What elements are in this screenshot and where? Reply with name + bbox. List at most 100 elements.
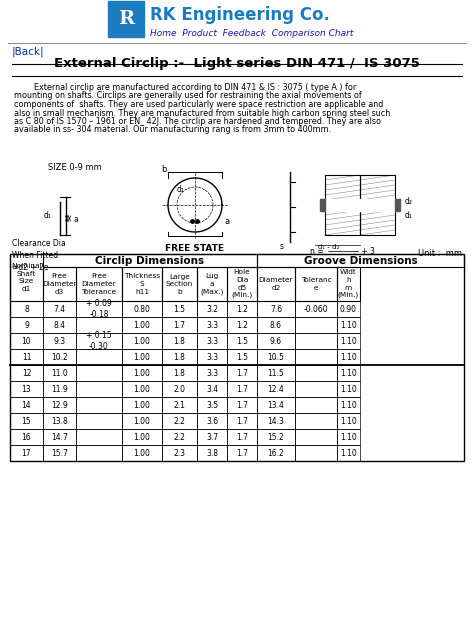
Bar [197,413,227,429]
Text: Free
Diameter
d3: Free Diameter d3 [42,274,77,295]
Text: Diameter
d2: Diameter d2 [259,277,293,291]
Text: Unit :  mm: Unit : mm [418,249,462,258]
Text: 1.2: 1.2 [236,305,248,313]
Text: components of  shafts. They are used particularly were space restriction are app: components of shafts. They are used part… [14,100,383,109]
Bar [162,445,197,461]
Text: 1.5: 1.5 [236,353,248,362]
Text: + 0.15
-0.30: + 0.15 -0.30 [86,331,112,351]
Text: 1.5: 1.5 [236,336,248,346]
Bar [43,349,76,365]
Bar [395,199,400,211]
Text: 3.3: 3.3 [206,336,218,346]
Bar [295,333,337,349]
Bar [257,333,295,349]
Text: 1.10: 1.10 [340,336,357,346]
Text: 16: 16 [22,432,31,442]
Bar [10,397,43,413]
Bar [10,317,43,333]
Text: 14.7: 14.7 [51,432,68,442]
Text: 14.3: 14.3 [267,416,284,425]
Text: Toleranc
e: Toleranc e [301,277,331,291]
Bar [197,381,227,397]
Text: 1.7: 1.7 [236,449,248,458]
Text: 2.1: 2.1 [173,401,185,410]
Bar [76,317,122,333]
Bar [122,365,162,381]
Text: d₁ - d₂: d₁ - d₂ [318,244,339,250]
Text: R: R [118,10,134,28]
Text: 2.2: 2.2 [173,416,185,425]
Bar [76,445,122,461]
Bar [337,365,360,381]
Bar [43,397,76,413]
Text: 1.10: 1.10 [340,368,357,377]
Bar [162,381,197,397]
Bar [162,333,197,349]
Text: 1.7: 1.7 [236,368,248,377]
Bar [162,413,197,429]
Bar [122,349,162,365]
Text: Free
Diameter
Tolerance: Free Diameter Tolerance [82,274,117,295]
Text: 1.10: 1.10 [340,416,357,425]
Text: 1.7: 1.7 [236,432,248,442]
Text: Circlip Dimensions: Circlip Dimensions [95,255,205,265]
Bar [325,199,395,211]
Bar [257,381,295,397]
Bar [337,429,360,445]
Bar [295,429,337,445]
Text: 1.8: 1.8 [173,336,185,346]
Text: RK Engineering Co.: RK Engineering Co. [150,6,330,24]
Text: FREE STATE: FREE STATE [165,244,225,253]
Bar [227,317,257,333]
Bar [325,175,360,235]
Bar [122,301,162,317]
Bar [197,365,227,381]
Text: 1.00: 1.00 [134,401,150,410]
Bar [295,349,337,365]
Text: 8: 8 [24,305,29,313]
Text: -0.060: -0.060 [304,305,328,313]
Text: 2.0: 2.0 [173,384,185,394]
Bar [227,365,257,381]
Bar [43,317,76,333]
Bar [76,349,122,365]
Bar [43,413,76,429]
Text: SIZE 0-9 mm: SIZE 0-9 mm [48,163,102,172]
Text: 3.7: 3.7 [206,432,218,442]
Text: s: s [280,242,284,251]
Bar [122,413,162,429]
Text: 7.6: 7.6 [270,305,282,313]
Text: 12.4: 12.4 [268,384,284,394]
Bar [43,267,76,301]
Bar [76,333,122,349]
Text: n =  ―――― + 3: n = ―――― + 3 [310,247,375,256]
Text: 1.2: 1.2 [236,320,248,329]
Text: 2.2: 2.2 [173,432,185,442]
Text: 3.2: 3.2 [206,305,218,313]
Text: 11.0: 11.0 [51,368,68,377]
Text: 1.5: 1.5 [173,305,185,313]
Text: 1.00: 1.00 [134,336,150,346]
Bar [197,445,227,461]
Bar [337,301,360,317]
Text: b: b [161,165,167,174]
Bar [197,397,227,413]
Bar [10,254,464,461]
Bar [10,254,43,301]
Bar [43,333,76,349]
Text: 11.5: 11.5 [268,368,284,377]
Bar [43,445,76,461]
Bar [295,301,337,317]
Text: 14: 14 [22,401,31,410]
Text: 1.7: 1.7 [173,320,185,329]
Text: 7.4: 7.4 [54,305,65,313]
Text: 3.3: 3.3 [206,320,218,329]
Text: available in ss- 304 material. Our manufacturing rang is from 3mm to 400mm.: available in ss- 304 material. Our manuf… [14,126,331,135]
Bar [76,267,122,301]
Text: 3.3: 3.3 [206,353,218,362]
Text: 1.10: 1.10 [340,320,357,329]
Text: 0.80: 0.80 [134,305,150,313]
Bar [257,413,295,429]
Text: 1.00: 1.00 [134,353,150,362]
Bar [43,429,76,445]
